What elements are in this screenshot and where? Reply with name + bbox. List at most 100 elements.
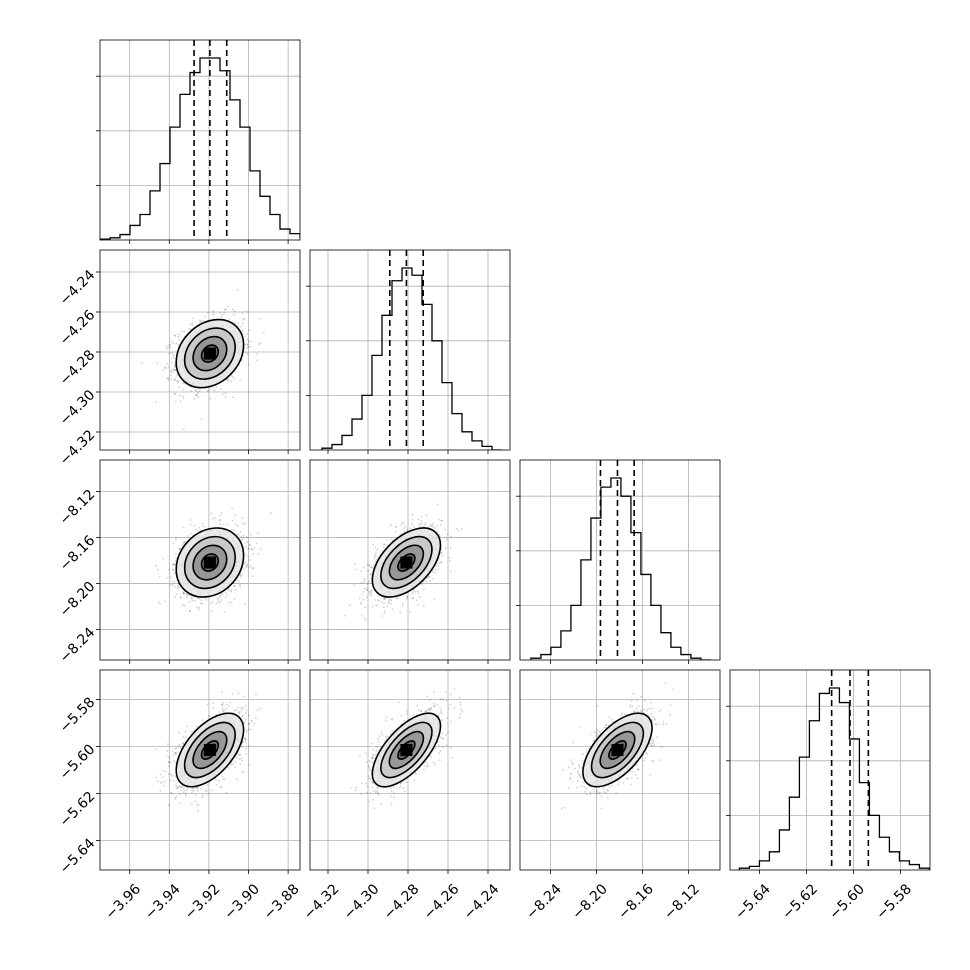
sample-point — [172, 563, 175, 565]
sample-point — [174, 797, 177, 800]
sample-point — [174, 334, 177, 337]
sample-point — [191, 322, 194, 325]
sample-point — [384, 598, 387, 600]
sample-point — [195, 606, 198, 608]
sample-point — [244, 739, 247, 742]
sample-point — [191, 791, 193, 794]
sample-point — [191, 730, 193, 733]
sample-point — [159, 773, 162, 776]
density-peak — [203, 556, 216, 569]
sample-point — [224, 596, 227, 599]
sample-point — [186, 593, 188, 595]
sample-point — [205, 790, 208, 793]
sample-point — [169, 352, 171, 355]
sample-point — [247, 363, 250, 366]
sample-point — [194, 794, 197, 796]
sample-point — [436, 525, 438, 527]
sample-point — [141, 362, 143, 364]
sample-point — [177, 583, 180, 586]
sample-point — [242, 319, 244, 321]
sample-point — [426, 576, 429, 579]
sample-point — [181, 543, 184, 546]
sample-point — [178, 547, 181, 550]
sample-point — [182, 382, 184, 384]
sample-point — [182, 736, 185, 738]
sample-point — [348, 604, 351, 607]
y-tick-label: −4.24 — [57, 267, 99, 309]
sample-point — [363, 587, 366, 590]
sample-point — [215, 602, 218, 605]
sample-point — [441, 554, 444, 557]
sample-point — [167, 379, 170, 381]
histogram-steps — [530, 477, 711, 660]
sample-point — [206, 390, 209, 393]
sample-point — [435, 565, 438, 567]
axes-frame — [99, 249, 301, 451]
sample-point — [172, 342, 175, 345]
sample-point — [174, 775, 177, 778]
sample-point — [212, 310, 215, 313]
sample-point — [244, 546, 247, 548]
sample-point — [364, 579, 366, 581]
sample-point — [230, 601, 233, 604]
sample-point — [237, 692, 240, 695]
sample-point — [218, 519, 221, 521]
sample-point — [369, 573, 372, 576]
sample-point — [402, 522, 405, 525]
sample-point — [231, 507, 234, 510]
y-tick-label: −4.28 — [57, 347, 99, 389]
sample-point — [412, 597, 415, 599]
sample-point — [183, 592, 185, 595]
sample-point — [249, 345, 252, 348]
sample-point — [375, 552, 377, 555]
sample-point — [220, 512, 223, 514]
sample-point — [412, 590, 415, 593]
histogram-panel-4 — [726, 669, 931, 871]
sample-point — [449, 570, 452, 573]
sample-point — [256, 359, 258, 362]
sample-point — [406, 595, 408, 598]
sample-point — [240, 535, 243, 538]
sample-point — [370, 594, 373, 597]
sample-point — [164, 367, 167, 370]
sample-point — [246, 564, 248, 567]
sample-point — [168, 804, 170, 807]
sample-point — [411, 592, 413, 595]
sample-point — [241, 538, 244, 541]
sample-point — [399, 611, 402, 614]
sample-point — [198, 526, 201, 529]
sample-point — [211, 600, 214, 603]
sample-point — [222, 701, 224, 704]
sample-point — [169, 576, 172, 578]
sample-point — [186, 789, 189, 791]
sample-point — [168, 568, 171, 571]
sample-point — [414, 590, 417, 593]
density-peak — [203, 347, 216, 360]
sample-point — [432, 522, 434, 525]
sample-point — [375, 604, 377, 606]
sample-point — [242, 568, 245, 571]
sample-point — [231, 693, 234, 696]
sample-point — [223, 611, 226, 613]
sample-point — [241, 359, 243, 362]
sample-point — [185, 596, 188, 598]
sample-point — [172, 563, 175, 566]
sample-point — [234, 322, 237, 325]
sample-point — [224, 308, 227, 311]
sample-point — [402, 527, 405, 529]
sample-point — [413, 526, 415, 528]
sample-point — [402, 603, 404, 605]
sample-point — [235, 523, 237, 526]
sample-point — [196, 787, 199, 789]
sample-point — [244, 343, 247, 346]
sample-point — [211, 517, 214, 520]
sample-point — [194, 800, 197, 803]
sample-point — [183, 541, 186, 544]
sample-point — [183, 787, 185, 789]
sample-point — [423, 588, 425, 591]
scatter-panel-2-1: −4.32−4.30−4.28−4.26−4.24 — [57, 249, 301, 469]
sample-point — [172, 754, 174, 757]
sample-point — [246, 347, 249, 349]
sample-point — [171, 584, 174, 586]
sample-point — [181, 330, 184, 333]
